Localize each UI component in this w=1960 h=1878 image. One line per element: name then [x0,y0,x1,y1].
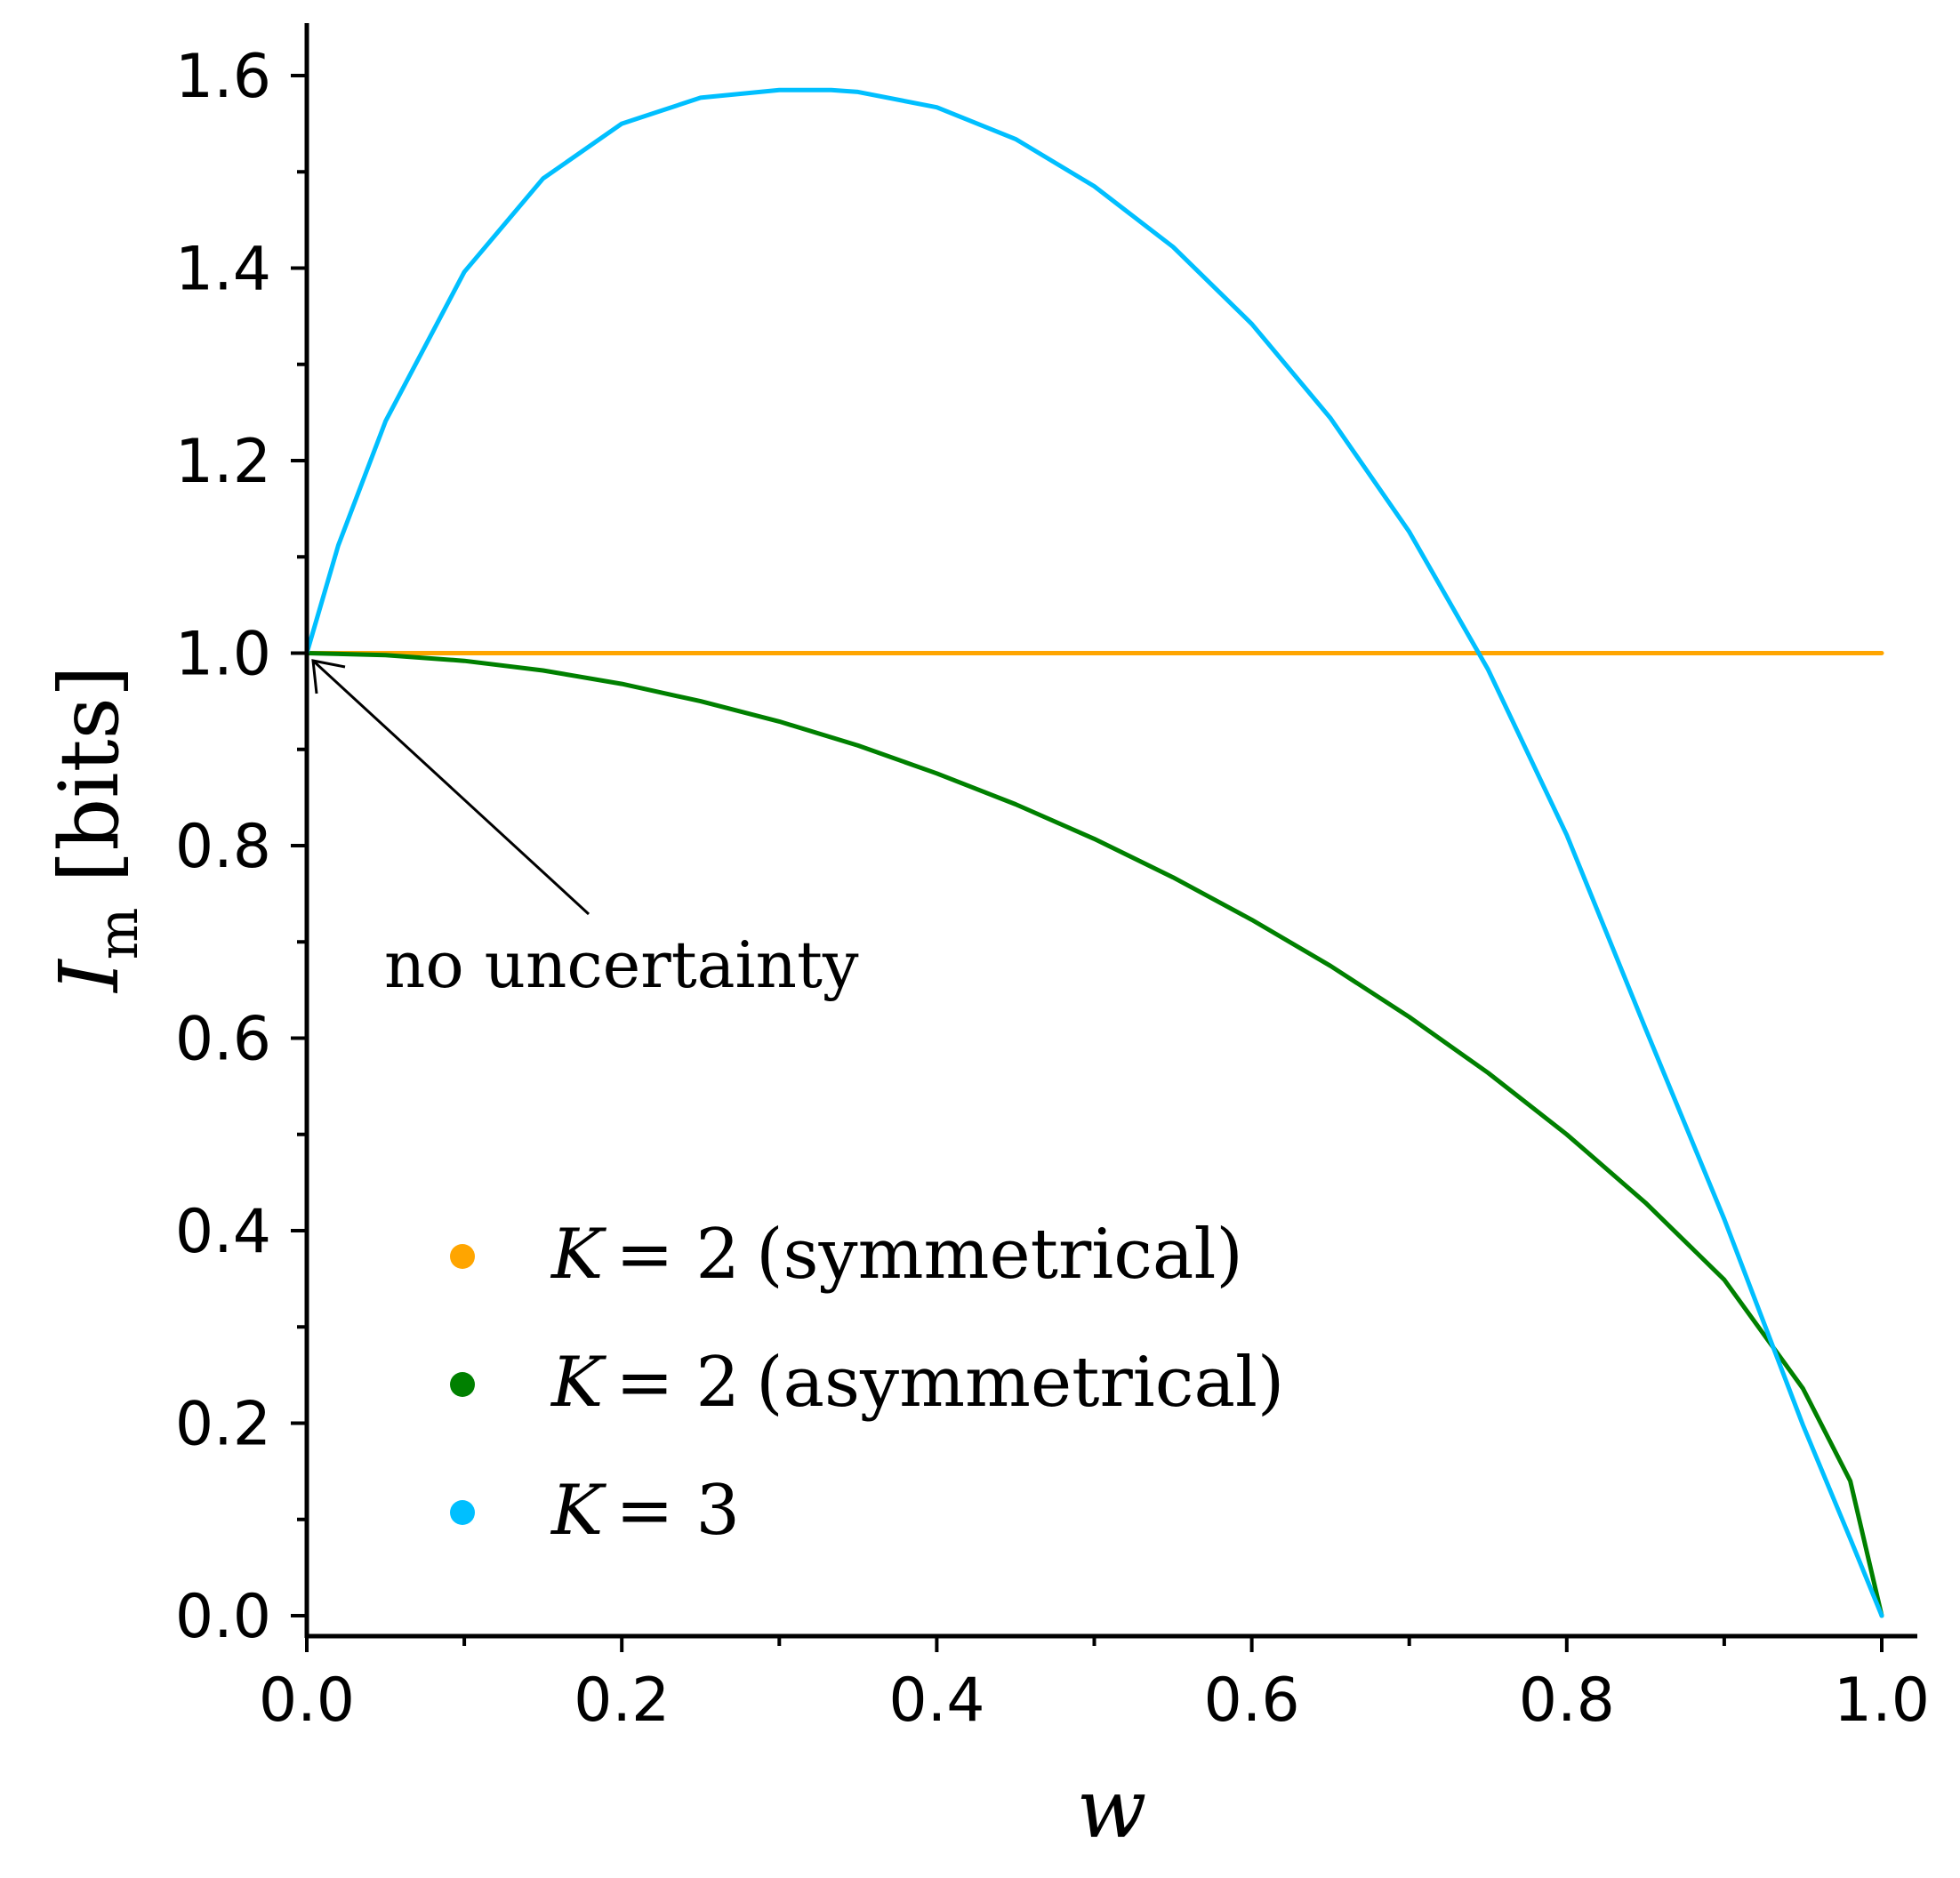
annotation-arrow-shaft [311,659,590,916]
legend-marker [450,1500,475,1525]
y-tick-label: 0.4 [175,1197,271,1267]
legend-label-note: (symmetrical) [756,1215,1243,1295]
x-tick-label: 0.0 [259,1665,355,1736]
y-tick-label: 1.6 [175,42,271,112]
ticks: 0.0 0.2 0.4 0.6 0.8 1.0 0.0 0.2 0.4 0.6 0.8 1.0 1.2 1… [175,42,1930,1736]
legend-label-eq: = 2 [615,1215,740,1295]
annotation: no uncertainty [311,659,859,1002]
legend-label-eq: = 3 [615,1471,740,1551]
y-axis-label-main: I [42,959,137,994]
y-tick-label: 0.8 [175,812,271,882]
legend-marker [450,1244,475,1269]
y-tick-label: 1.2 [175,427,271,497]
legend-label-var: K [550,1215,607,1295]
legend-label-var: K [550,1471,607,1551]
annotation-text: no uncertainty [384,927,859,1002]
legend-item: K = 3 [450,1471,740,1551]
axes [304,23,1917,1639]
legend-label-eq: = 2 [615,1343,740,1423]
series-line-3 [304,87,1884,1618]
annotation-arrow-head [311,659,346,694]
svg-text:K= 2(asymmetrical): K = 2 (asymmetrical) [550,1343,1284,1423]
legend-label-note: (asymmetrical) [756,1343,1284,1423]
x-axis-label: w [1077,1762,1147,1857]
legend-label-var: K [550,1343,607,1423]
x-tick-label: 0.2 [574,1665,670,1736]
x-tick-label: 0.8 [1519,1665,1615,1736]
y-axis-label-subscript: m [85,908,150,960]
y-tick-label: 0.0 [175,1582,271,1652]
svg-text:K= 3: K = 3 [550,1471,740,1551]
legend-item: K = 2 (symmetrical) [450,1215,1243,1295]
y-tick-label: 1.0 [175,620,271,690]
series-layer [304,87,1884,1618]
svg-text:K= 2(symmetrical): K = 2 (symmetrical) [550,1215,1243,1295]
series-line-2 [304,651,1884,1618]
x-tick-label: 0.4 [888,1665,984,1736]
x-tick-label: 0.6 [1204,1665,1300,1736]
y-tick-label: 0.2 [175,1390,271,1460]
y-tick-label: 0.6 [175,1005,271,1075]
legend: K = 2 (symmetrical) K = 2 (asymmetrical) K = … [450,1215,1284,1551]
y-axis-label: Im [bits] [42,665,150,993]
y-tick-label: 1.4 [175,235,271,305]
svg-text:Im[bits]: Im [bits] [42,665,150,993]
y-axis-label-unit: [bits] [42,665,137,882]
legend-item: K = 2 (asymmetrical) [450,1343,1284,1423]
legend-marker [450,1372,475,1397]
x-tick-label: 1.0 [1834,1665,1930,1736]
